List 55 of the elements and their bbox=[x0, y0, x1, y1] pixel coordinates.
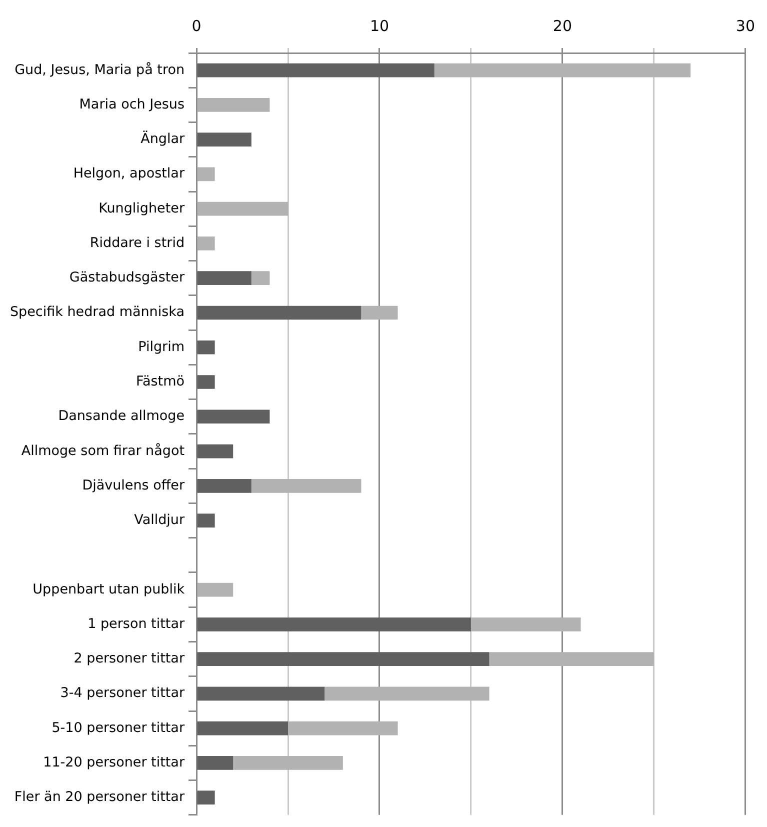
y-tick-label: Djävulens offer bbox=[82, 477, 185, 494]
bar bbox=[197, 340, 215, 354]
bar bbox=[434, 63, 691, 78]
y-tick-label: Specifik hedrad människa bbox=[10, 304, 185, 320]
bar bbox=[197, 652, 490, 666]
bar bbox=[197, 271, 252, 286]
y-tick-label: Valldjur bbox=[134, 512, 185, 528]
bar bbox=[197, 98, 270, 112]
bar bbox=[251, 271, 270, 286]
bar bbox=[197, 721, 288, 736]
y-tick-label: Riddare i strid bbox=[90, 234, 185, 251]
y-tick-label: 5-10 personer tittar bbox=[52, 720, 185, 736]
bar bbox=[288, 721, 398, 736]
y-tick-label: 2 personer tittar bbox=[74, 650, 185, 667]
y-tick-label: Fler än 20 personer tittar bbox=[14, 789, 185, 806]
x-tick-label: 20 bbox=[552, 16, 572, 35]
y-tick-label: Gästabudsgäster bbox=[69, 270, 185, 286]
y-tick-label: 11-20 personer tittar bbox=[43, 754, 185, 770]
bar bbox=[324, 686, 490, 701]
bar bbox=[251, 478, 362, 493]
y-tick-label: Helgon, apostlar bbox=[73, 166, 185, 182]
bar bbox=[197, 167, 215, 182]
bar bbox=[470, 618, 581, 632]
x-tick-label: 30 bbox=[736, 16, 756, 35]
bar bbox=[197, 478, 252, 493]
y-tick-label: Allmoge som firar något bbox=[21, 442, 185, 459]
bar bbox=[197, 306, 362, 320]
y-tick-label: Maria och Jesus bbox=[79, 96, 185, 112]
bar bbox=[197, 790, 215, 805]
bar bbox=[361, 306, 398, 320]
y-tick-label: Fästmö bbox=[136, 374, 185, 390]
y-tick-label: Uppenbart utan publik bbox=[32, 581, 185, 598]
y-tick-label: Pilgrim bbox=[138, 338, 185, 355]
y-tick-label: Änglar bbox=[140, 130, 185, 148]
bar bbox=[197, 375, 215, 389]
bar bbox=[197, 63, 434, 78]
y-tick-label: 1 person tittar bbox=[88, 616, 185, 632]
bar bbox=[233, 756, 343, 770]
bar bbox=[197, 686, 325, 701]
bar bbox=[197, 236, 215, 250]
bar bbox=[197, 514, 215, 528]
bar bbox=[197, 756, 234, 770]
y-tick-label: Kungligheter bbox=[98, 200, 185, 216]
y-tick-label: 3-4 personer tittar bbox=[60, 685, 185, 702]
bar bbox=[489, 652, 654, 666]
bar bbox=[197, 582, 234, 597]
bar bbox=[197, 618, 471, 632]
y-tick-label: Dansande allmoge bbox=[58, 408, 185, 424]
bar bbox=[197, 202, 288, 216]
bar bbox=[197, 444, 234, 458]
x-tick-label: 0 bbox=[192, 16, 202, 35]
bar bbox=[197, 132, 252, 147]
x-tick-label: 10 bbox=[370, 16, 390, 35]
bar bbox=[197, 410, 270, 424]
y-tick-label: Gud, Jesus, Maria på tron bbox=[14, 62, 185, 78]
